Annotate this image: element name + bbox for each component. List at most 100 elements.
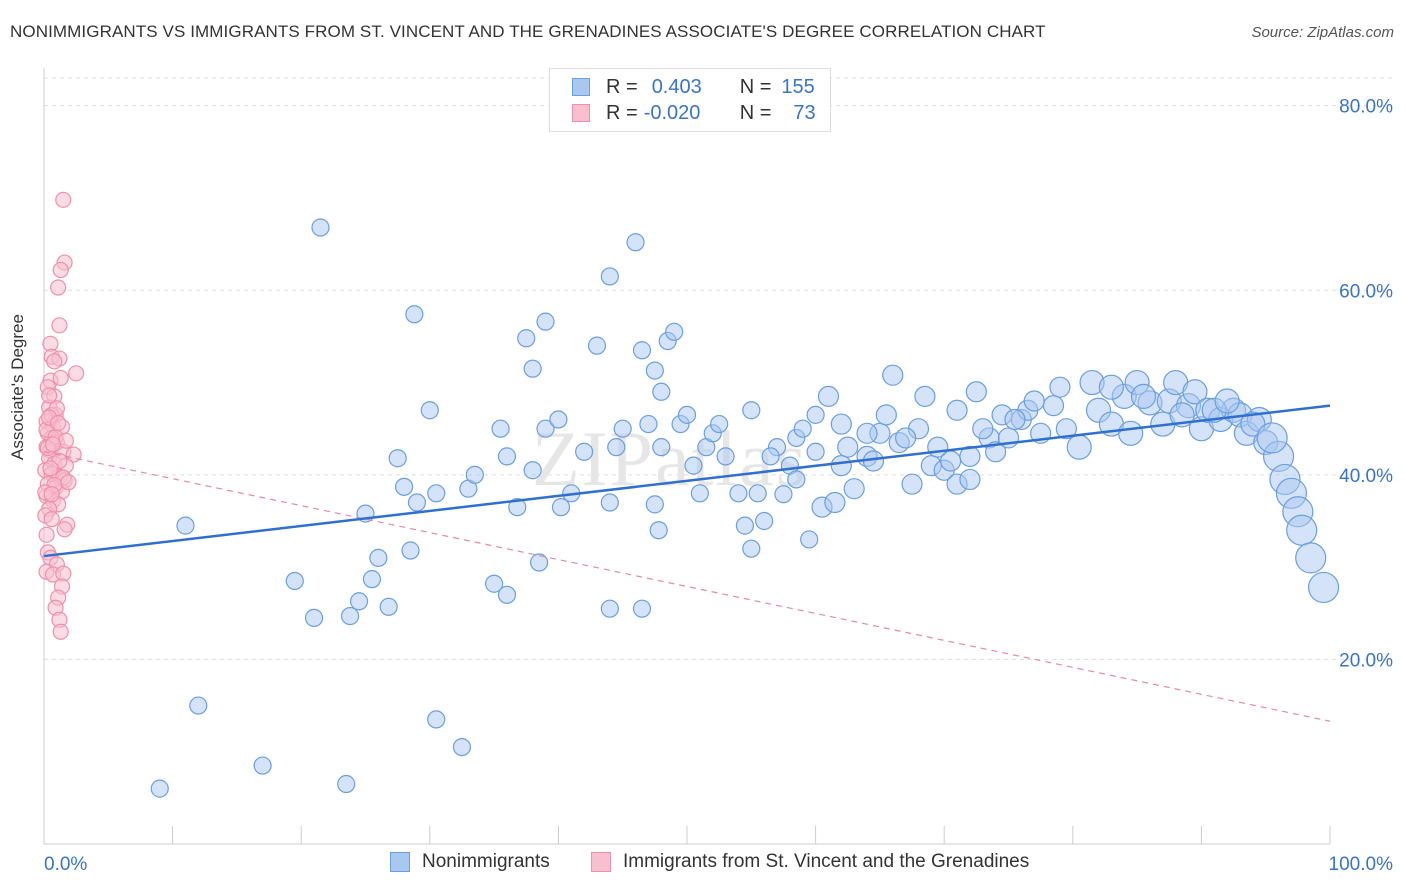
nonimmigrant-point	[1307, 571, 1340, 604]
legend-label: Immigrants from St. Vincent and the Gren…	[623, 851, 1030, 872]
nonimmigrant-point	[1004, 408, 1026, 431]
r-value: 0.403	[651, 75, 702, 98]
nonimmigrant-point	[1055, 418, 1077, 440]
nonimmigrant-point	[401, 541, 420, 560]
immigrants-points	[37, 191, 85, 640]
nonimmigrant-point	[587, 336, 607, 355]
nonimmigrant-point	[1286, 514, 1318, 546]
pink-swatch-icon	[572, 104, 590, 122]
r-value: -0.020	[643, 101, 701, 124]
nonimmigrant-point	[176, 516, 195, 535]
nonimmigrant-point	[465, 465, 484, 484]
blue-swatch-icon	[572, 78, 590, 96]
immigrant-point	[68, 365, 85, 382]
nonimmigrant-point	[895, 427, 917, 449]
immigrant-point	[43, 486, 60, 503]
immigrant-point	[52, 261, 69, 279]
y-tick-label: 80.0%	[1339, 97, 1393, 118]
immigrant-point	[50, 415, 67, 432]
nonimmigrant-point	[830, 413, 852, 435]
legend-item-immigrants[interactable]: Immigrants from St. Vincent and the Gren…	[591, 851, 1029, 873]
nonimmigrant-point	[1295, 542, 1327, 574]
stats-legend: R = 0.403 N = 155 R = -0.020 N = 73	[549, 68, 831, 132]
legend-label: Nonimmigrants	[422, 851, 550, 872]
nonimmigrant-point	[485, 574, 504, 593]
nonimmigrant-point	[427, 710, 446, 729]
nonimmigrant-point	[875, 404, 897, 426]
nonimmigrant-point	[150, 779, 169, 798]
nonimmigrant-point	[806, 442, 825, 461]
nonimmigrant-point	[497, 585, 517, 604]
nonimmigrant-point	[575, 442, 594, 461]
nonimmigrant-point	[856, 422, 878, 444]
nonimmigrant-point	[965, 381, 987, 403]
nonimmigrant-point	[649, 521, 668, 540]
nonimmigrant-point	[793, 419, 812, 438]
nonimmigrant-point	[523, 359, 542, 378]
nonimmigrant-point	[748, 484, 767, 503]
nonimmigrant-point	[394, 477, 414, 496]
nonimmigrant-point	[632, 341, 652, 360]
immigrant-point	[44, 436, 62, 453]
nonimmigrant-point	[1118, 420, 1144, 446]
y-axis-label: Associate's Degree	[8, 314, 27, 460]
nonimmigrant-point	[1066, 434, 1092, 460]
nonimmigrant-point	[405, 305, 424, 324]
n-value: 73	[793, 101, 816, 124]
nonimmigrant-point	[530, 553, 549, 572]
nonimmigrant-point	[420, 401, 439, 420]
nonimmigrant-point	[285, 571, 304, 591]
immigrant-point	[56, 521, 73, 538]
nonimmigrant-point	[362, 570, 382, 589]
stats-legend-row-nonimmigrants: R = 0.403 N = 155	[572, 75, 815, 99]
nonimmigrant-point	[517, 329, 536, 348]
immigrant-point	[50, 279, 67, 296]
legend-item-nonimmigrants[interactable]: Nonimmigrants	[390, 851, 550, 873]
n-value: 155	[781, 75, 815, 98]
nonimmigrant-point	[940, 450, 962, 472]
nonimmigrant-point	[1130, 383, 1157, 409]
nonimmigrant-point	[652, 438, 671, 457]
nonimmigrant-point	[742, 401, 761, 420]
nonimmigrant-point	[645, 361, 664, 380]
nonimmigrant-point	[729, 484, 748, 503]
nonimmigrant-point	[742, 539, 761, 558]
r-label: R =	[606, 75, 638, 98]
pink-swatch-icon	[591, 852, 611, 872]
x-tick-label: 0.0%	[44, 854, 87, 875]
nonimmigrant-point	[337, 774, 356, 794]
nonimmigrant-point	[1214, 388, 1240, 414]
nonimmigrant-point	[369, 548, 388, 568]
n-label: N =	[739, 75, 772, 98]
nonimmigrant-point	[946, 399, 968, 421]
immigrant-point	[60, 474, 77, 491]
nonimmigrant-point	[253, 756, 272, 775]
nonimmigrant-point	[1098, 374, 1124, 400]
tick-labels: 20.0% 40.0% 60.0% 80.0% 0.0% 100.0%	[44, 97, 1393, 875]
nonimmigrant-point	[491, 419, 510, 438]
nonimmigrant-point	[755, 511, 774, 531]
nonimmigrant-point	[843, 478, 865, 500]
nonimmigrant-point	[716, 447, 735, 466]
nonimmigrant-point	[388, 449, 407, 468]
nonimmigrant-point	[800, 530, 819, 549]
nonimmigrant-point	[1169, 402, 1195, 428]
immigrant-point	[38, 526, 55, 543]
r-label: R =	[606, 101, 638, 124]
nonimmigrant-point	[735, 516, 754, 535]
nonimmigrant-point	[985, 441, 1007, 463]
immigrant-point	[41, 387, 58, 404]
nonimmigrant-point	[882, 364, 904, 386]
nonimmigrant-point	[652, 382, 671, 401]
nonimmigrant-point	[536, 312, 555, 331]
immigrant-point	[55, 191, 72, 208]
nonimmigrants-points	[150, 218, 1340, 798]
nonimmigrant-point	[407, 493, 427, 512]
n-label: N =	[739, 101, 772, 124]
nonimmigrant-point	[523, 461, 542, 480]
nonimmigrants-trend-line	[43, 404, 1331, 558]
immigrant-point	[51, 317, 68, 334]
nonimmigrant-point	[824, 491, 846, 514]
nonimmigrant-point	[639, 414, 658, 434]
nonimmigrant-point	[959, 468, 981, 491]
